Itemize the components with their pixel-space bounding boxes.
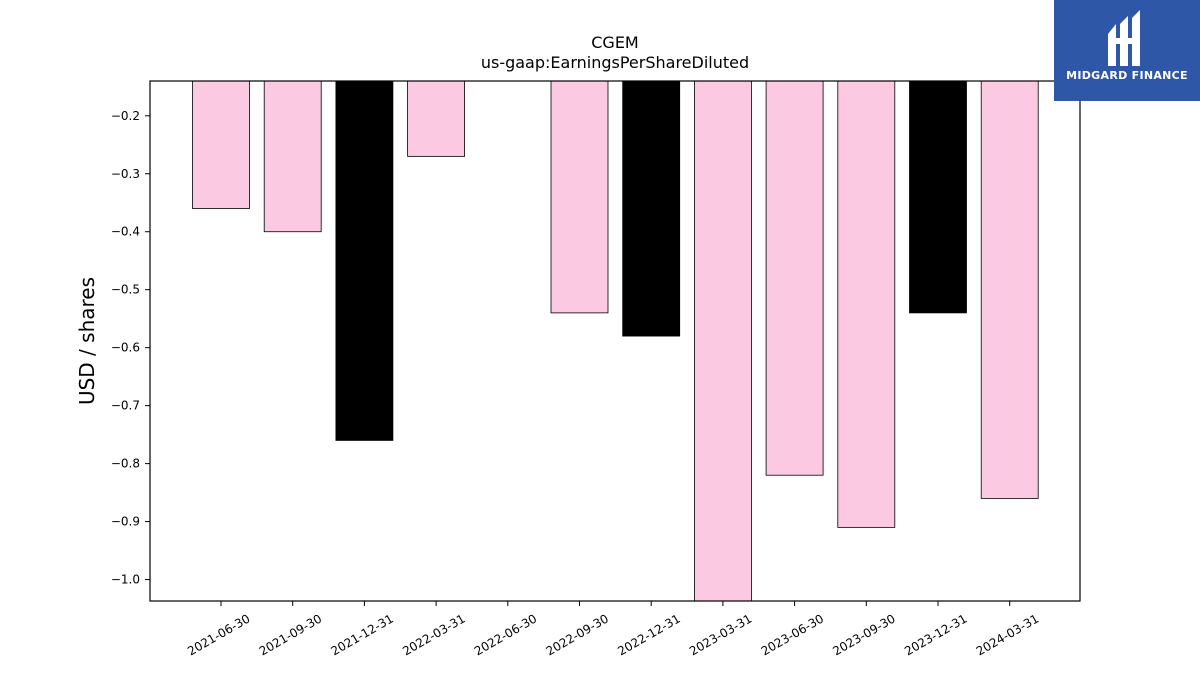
y-axis: −0.2 −0.3 −0.4 −0.5 −0.6 −0.7 −0.8 −0.9 −1.0	[111, 109, 150, 587]
y-tick-label: −0.9	[111, 515, 140, 529]
x-tick-label: 2023-12-31	[902, 611, 969, 658]
y-tick-label: −0.7	[111, 399, 140, 413]
x-tick-label: 2023-09-30	[830, 611, 897, 658]
x-tick-label: 2024-03-31	[974, 611, 1041, 658]
bar-2022-12-31	[622, 80, 681, 337]
bar-2022-03-31	[407, 80, 466, 157]
bar-2021-06-30	[192, 80, 250, 209]
bars-group	[192, 80, 1039, 602]
x-tick-label: 2022-12-31	[615, 611, 682, 658]
x-tick-label: 2021-06-30	[185, 611, 252, 658]
bar-2023-03-31	[694, 80, 752, 602]
y-tick-label: −0.5	[111, 283, 140, 297]
logo-text: MIDGARD FINANCE	[1066, 69, 1188, 82]
x-tick-label: 2022-09-30	[544, 611, 611, 658]
bar-2023-06-30	[765, 80, 824, 476]
y-tick-label: −0.6	[111, 341, 140, 355]
y-tick-label: −0.4	[111, 225, 140, 239]
x-tick-label: 2021-09-30	[257, 611, 324, 658]
chart-title: CGEM	[591, 33, 639, 52]
bar-2021-09-30	[263, 80, 322, 233]
brand-logo: MIDGARD FINANCE	[1054, 0, 1200, 101]
bar-2023-09-30	[837, 80, 896, 528]
bar-2024-03-31	[980, 80, 1039, 499]
chart-subtitle: us-gaap:EarningsPerShareDiluted	[480, 53, 750, 72]
x-tick-label: 2023-06-30	[759, 611, 826, 658]
bar-2022-09-30	[550, 80, 609, 314]
y-axis-label: USD / shares	[75, 277, 99, 405]
midgard-logo-icon	[1108, 10, 1140, 66]
bar-2021-12-31	[335, 80, 394, 441]
x-tick-label: 2022-03-31	[400, 611, 467, 658]
plot-frame	[149, 80, 1081, 602]
y-tick-label: −0.3	[111, 167, 140, 181]
x-axis: 2021-06-30 2021-09-30 2021-12-31 2022-03-31…	[185, 601, 1041, 658]
bar-2023-12-31	[909, 80, 967, 314]
x-tick-label: 2021-12-31	[328, 611, 395, 658]
y-tick-label: −1.0	[111, 573, 140, 587]
x-tick-label: 2023-03-31	[687, 611, 754, 658]
x-tick-label: 2022-06-30	[472, 611, 539, 658]
y-tick-label: −0.8	[111, 457, 140, 471]
y-tick-label: −0.2	[111, 109, 140, 123]
